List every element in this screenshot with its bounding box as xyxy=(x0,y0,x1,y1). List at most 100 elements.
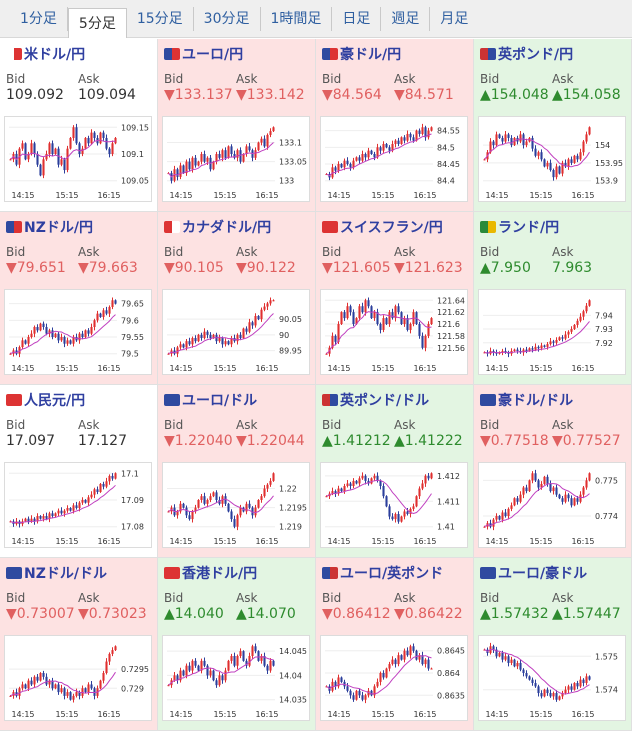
pair-title[interactable]: ユーロ/豪ドル xyxy=(480,564,625,582)
price-labels: Bid Ask xyxy=(164,245,309,259)
pair-title[interactable]: カナダドル/円 xyxy=(164,218,309,236)
ask-label: Ask xyxy=(552,72,574,86)
pair-title[interactable]: ユーロ/英ポンド xyxy=(322,564,467,582)
pair-title[interactable]: 英ポンド/円 xyxy=(480,45,625,63)
candle-body xyxy=(242,154,245,162)
x-tick-label: 14:15 xyxy=(169,364,192,373)
pair-title[interactable]: 香港ドル/円 xyxy=(164,564,309,582)
pair-title[interactable]: 人民元/円 xyxy=(6,391,151,409)
candle-body xyxy=(230,146,233,154)
candle-body xyxy=(30,333,33,338)
moving-average-line xyxy=(326,479,432,515)
rate-card[interactable]: ランド/円 Bid Ask ▲7.950 7.963 7.94 7.93 7.92 1… xyxy=(474,212,632,385)
mini-chart[interactable]: 90.05 90 89.95 14:15 15:15 16:15 xyxy=(162,289,310,375)
bid-label: Bid xyxy=(6,418,26,432)
tab-3[interactable]: 30分足 xyxy=(194,6,261,31)
candle-body xyxy=(27,518,30,522)
pair-title[interactable]: ユーロ/円 xyxy=(164,45,309,63)
ask-value: ▼90.122 xyxy=(236,260,296,276)
rate-card[interactable]: スイスフラン/円 Bid Ask ▼121.605 ▼121.623 121.6… xyxy=(316,212,474,385)
candle-body xyxy=(84,137,87,149)
mini-chart[interactable]: 0.7295 0.729 14:15 15:15 16:15 xyxy=(4,635,152,721)
flag-icon xyxy=(322,567,338,579)
tab-4[interactable]: 1時間足 xyxy=(261,6,333,31)
mini-chart[interactable]: 1.412 1.411 1.41 14:15 15:15 16:15 xyxy=(320,462,468,548)
candle-body xyxy=(388,312,391,325)
chart-svg: 1.22 1.2195 1.219 14:15 15:15 16:15 xyxy=(167,472,307,546)
candle-body xyxy=(218,500,221,504)
tab-0[interactable]: 1分足 xyxy=(10,6,68,31)
moving-average-line xyxy=(484,483,590,528)
y-tick-label: 79.6 xyxy=(121,316,139,325)
y-tick-label: 1.574 xyxy=(595,686,618,695)
candle-body xyxy=(102,483,105,487)
tab-1[interactable]: 5分足 xyxy=(67,7,127,38)
mini-chart[interactable]: 109.15 109.1 109.05 14:15 15:15 16:15 xyxy=(4,116,152,202)
candle-body xyxy=(221,150,224,158)
mini-chart[interactable]: 14.045 14.04 14.035 14:15 15:15 16:15 xyxy=(162,635,310,721)
candle-body xyxy=(179,503,182,512)
candle-body xyxy=(200,660,203,671)
mini-chart[interactable]: 1.22 1.2195 1.219 14:15 15:15 16:15 xyxy=(162,462,310,548)
rate-card[interactable]: 豪ドル/円 Bid Ask ▼84.564 ▼84.571 84.55 84.5 8… xyxy=(316,39,474,212)
candle-body xyxy=(358,478,361,484)
pair-title[interactable]: ユーロ/ドル xyxy=(164,391,309,409)
mini-chart[interactable]: 154 153.95 153.9 14:15 15:15 16:15 xyxy=(478,116,626,202)
candle-body xyxy=(191,338,194,345)
rate-card[interactable]: 香港ドル/円 Bid Ask ▲14.040 ▲14.070 14.045 14.… xyxy=(158,558,316,731)
mini-chart[interactable]: 17.1 17.09 17.08 14:15 15:15 16:15 xyxy=(4,462,152,548)
tab-7[interactable]: 月足 xyxy=(440,10,469,27)
mini-chart[interactable]: 0.8645 0.864 0.8635 14:15 15:15 16:15 xyxy=(320,635,468,721)
pair-title[interactable]: NZドル/ドル xyxy=(6,564,151,582)
pair-title[interactable]: 米ドル/円 xyxy=(6,45,151,63)
pair-title[interactable]: NZドル/円 xyxy=(6,218,151,236)
candle-body xyxy=(358,157,361,161)
candle-body xyxy=(340,164,343,168)
candle-body xyxy=(406,133,409,141)
pair-title[interactable]: 豪ドル/円 xyxy=(322,45,467,63)
rate-card[interactable]: ユーロ/円 Bid Ask ▼133.137 ▼133.142 133.1 133… xyxy=(158,39,316,212)
pair-title[interactable]: 豪ドル/ドル xyxy=(480,391,625,409)
rate-card[interactable]: NZドル/ドル Bid Ask ▼0.73007 ▼0.73023 0.7295… xyxy=(0,558,158,731)
mini-chart[interactable]: 1.575 1.574 14:15 15:15 16:15 xyxy=(478,635,626,721)
candle-body xyxy=(525,141,528,146)
rate-card[interactable]: ユーロ/ドル Bid Ask ▼1.22040 ▼1.22044 1.22 1.2… xyxy=(158,385,316,558)
chart-svg: 17.1 17.09 17.08 14:15 15:15 16:15 xyxy=(9,469,144,546)
mini-chart[interactable]: 79.65 79.6 79.55 79.5 14:15 15:15 16:15 xyxy=(4,289,152,375)
rate-card[interactable]: 豪ドル/ドル Bid Ask ▼0.77518 ▼0.77527 0.775 0.… xyxy=(474,385,632,558)
mini-chart[interactable]: 133.1 133.05 133 14:15 15:15 16:15 xyxy=(162,116,310,202)
tab-5[interactable]: 日足 xyxy=(332,6,382,31)
rate-card[interactable]: 英ポンド/ドル Bid Ask ▲1.41212 ▲1.41222 1.412 1… xyxy=(316,385,474,558)
rate-card[interactable]: 米ドル/円 Bid Ask 109.092 109.094 109.15 109.… xyxy=(0,39,158,212)
price-labels: Bid Ask xyxy=(6,245,151,259)
rate-card[interactable]: ユーロ/豪ドル Bid Ask ▲1.57432 ▲1.57447 1.575 1… xyxy=(474,558,632,731)
candle-body xyxy=(108,653,111,662)
candle-body xyxy=(111,475,114,479)
rate-card[interactable]: カナダドル/円 Bid Ask ▼90.105 ▼90.122 90.05 90 8… xyxy=(158,212,316,385)
x-tick-label: 15:15 xyxy=(213,191,236,200)
candle-body xyxy=(430,318,433,325)
pair-title[interactable]: 英ポンド/ドル xyxy=(322,391,467,409)
rate-card[interactable]: 人民元/円 Bid Ask 17.097 17.127 17.1 17.09 17.… xyxy=(0,385,158,558)
candle-body xyxy=(254,507,257,516)
candle-body xyxy=(182,165,185,174)
candle-body xyxy=(266,303,269,307)
ask-label: Ask xyxy=(552,418,574,432)
mini-chart[interactable]: 7.94 7.93 7.92 14:15 15:15 16:15 xyxy=(478,289,626,375)
pair-title[interactable]: ランド/円 xyxy=(480,218,625,236)
mini-chart[interactable]: 84.55 84.5 84.45 84.4 14:15 15:15 16:15 xyxy=(320,116,468,202)
candle-body xyxy=(248,322,251,332)
rate-card[interactable]: 英ポンド/円 Bid Ask ▲154.048 ▲154.058 154 153.… xyxy=(474,39,632,212)
tab-2[interactable]: 15分足 xyxy=(127,6,194,31)
mini-chart[interactable]: 121.64 121.62 121.6 121.58 121.56 14:15 15:15 1… xyxy=(320,289,468,375)
tab-6[interactable]: 週足 xyxy=(381,6,431,31)
candle-body xyxy=(534,473,537,481)
rate-card[interactable]: NZドル/円 Bid Ask ▼79.651 ▼79.663 79.65 79.6… xyxy=(0,212,158,385)
candle-body xyxy=(346,306,349,319)
rate-card[interactable]: ユーロ/英ポンド Bid Ask ▼0.86412 ▼0.86422 0.864… xyxy=(316,558,474,731)
candle-body xyxy=(498,652,501,657)
y-tick-label: 90 xyxy=(279,331,289,340)
pair-title[interactable]: スイスフラン/円 xyxy=(322,218,467,236)
candle-body xyxy=(495,134,498,146)
mini-chart[interactable]: 0.775 0.774 14:15 15:15 16:15 xyxy=(478,462,626,548)
